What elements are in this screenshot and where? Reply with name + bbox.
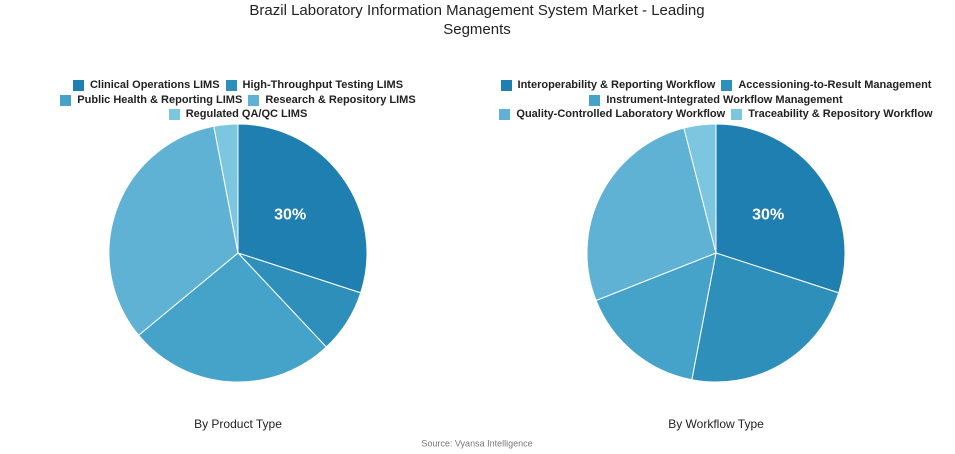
legend-item: Regulated QA/QC LIMS [168, 108, 308, 122]
legend-swatch [60, 94, 72, 106]
pie-slice [213, 123, 239, 254]
chart-title: Brazil Laboratory Information Management… [249, 2, 705, 38]
legend-item: Instrument-Integrated Workflow Managemen… [589, 93, 843, 108]
pie-slice [586, 127, 717, 302]
legend-item: Accessioning-to-Result Management [721, 79, 931, 93]
legend-item: Research & Repository LIMS [248, 93, 416, 108]
legend-item: High-Throughput Testing LIMS [225, 79, 404, 93]
legend-label: High-Throughput Testing LIMS [242, 79, 404, 91]
legend-label: Traceability & Repository Workflow [748, 108, 933, 120]
legend-swatch [589, 94, 601, 106]
legend-label: Accessioning-to-Result Management [738, 79, 932, 91]
chart-subtitle: By Product Type [194, 417, 282, 431]
legend-label: Quality-Controlled Laboratory Workflow [516, 108, 726, 120]
legend: Interoperability & Reporting Workflow Acc… [490, 79, 942, 122]
legend-label: Clinical Operations LIMS [89, 79, 220, 91]
legend-item: Clinical Operations LIMS [72, 79, 220, 93]
legend-swatch [248, 94, 260, 106]
data-label: 30% [274, 206, 306, 223]
legend-item: Public Health & Reporting LIMS [60, 94, 242, 108]
data-label: 30% [752, 206, 784, 223]
legend-swatch [500, 80, 512, 92]
pie-slice [595, 252, 717, 381]
chart-subtitle: By Workflow Type [668, 417, 764, 431]
source: Source: Vyansa Intelligence [421, 438, 532, 448]
pie-slice [137, 252, 328, 383]
legend-label: Regulated QA/QC LIMS [185, 108, 308, 120]
legend-label: Public Health & Reporting LIMS [77, 93, 243, 106]
pie-slice [683, 123, 717, 254]
legend-label: Instrument-Integrated Workflow Managemen… [606, 93, 843, 106]
legend-swatch [731, 109, 743, 121]
pie-slice [237, 123, 368, 294]
legend-label: Research & Repository LIMS [265, 93, 416, 106]
legend-swatch [499, 109, 511, 121]
legend-item: Traceability & Repository Workflow [731, 108, 933, 122]
legend: Clinical Operations LIMS High-Throughput … [48, 79, 428, 122]
legend-label: Interoperability & Reporting Workflow [517, 79, 716, 91]
legend-swatch [72, 80, 84, 92]
pie-slice [691, 252, 840, 383]
legend-item: Interoperability & Reporting Workflow [500, 79, 716, 93]
legend-item: Quality-Controlled Laboratory Workflow [499, 108, 725, 122]
legend-swatch [721, 80, 733, 92]
legend-swatch [168, 109, 180, 121]
pie-slice [715, 123, 846, 294]
legend-swatch [225, 80, 237, 92]
pie-slice [108, 125, 239, 336]
